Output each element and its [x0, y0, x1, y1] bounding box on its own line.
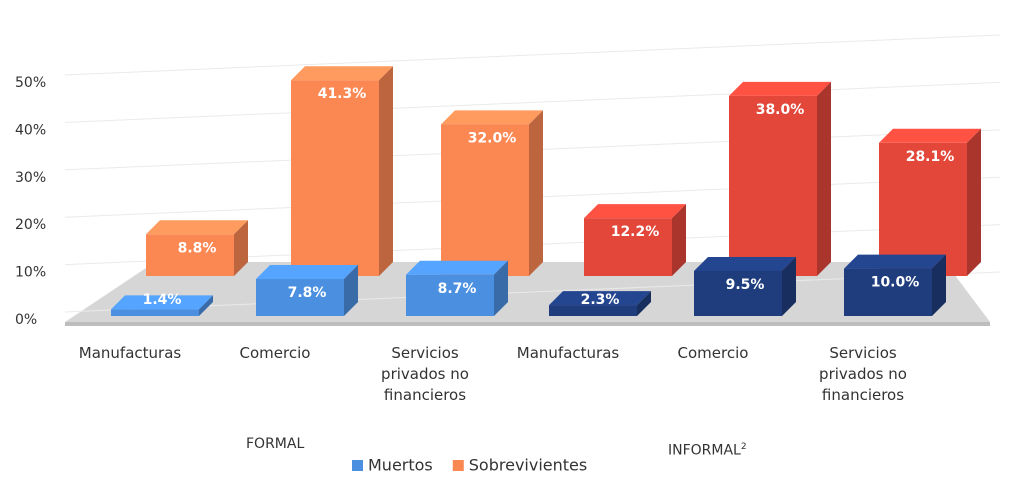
- bar-side: [529, 110, 543, 276]
- bar-top: [146, 220, 248, 235]
- y-tick-label: 50%: [15, 75, 46, 91]
- value-label: 28.1%: [906, 149, 955, 165]
- value-label: 8.8%: [178, 240, 217, 256]
- value-label: 10.0%: [871, 275, 920, 291]
- bar: [584, 218, 672, 276]
- grid-line: [64, 34, 1001, 76]
- group-superscript: 2: [740, 442, 747, 452]
- bar-top: [879, 128, 981, 143]
- bar-top: [694, 256, 796, 271]
- value-label: 32.0%: [468, 130, 517, 146]
- legend-swatch: [452, 460, 464, 471]
- y-tick-label: 40%: [15, 122, 46, 138]
- bar: [256, 279, 344, 316]
- group-name: INFORMAL: [668, 442, 741, 459]
- floor-edge: [65, 322, 990, 326]
- y-tick-label: 20%: [15, 217, 46, 233]
- x-tick-label: Comercio: [677, 344, 749, 362]
- bar-side: [637, 291, 651, 316]
- value-label: 7.8%: [288, 285, 327, 301]
- bar-side: [494, 260, 508, 316]
- legend-swatch: [352, 460, 363, 471]
- bar: [694, 270, 782, 316]
- bar: [844, 268, 932, 316]
- bar-side: [672, 204, 686, 276]
- bar-top: [549, 291, 651, 306]
- bar: [549, 305, 637, 316]
- bar-side: [932, 254, 946, 316]
- value-label: 1.4%: [143, 292, 182, 308]
- value-label: 8.7%: [438, 281, 477, 297]
- bar-top: [291, 66, 393, 81]
- x-tick-label: Servicios privados no financieros: [819, 344, 907, 404]
- bar-top: [111, 295, 213, 310]
- bar: [441, 124, 529, 276]
- bar-side: [782, 256, 796, 316]
- bar: [406, 274, 494, 316]
- bar-side: [199, 295, 213, 316]
- bar-top: [584, 204, 686, 219]
- bar-side: [234, 220, 248, 276]
- group-label: INFORMAL2: [668, 442, 747, 459]
- bar-top: [406, 260, 508, 275]
- x-tick-label: Comercio: [239, 344, 311, 362]
- bar: [146, 234, 234, 276]
- bar-top: [729, 81, 831, 96]
- bar: [729, 95, 817, 276]
- bar: [291, 80, 379, 276]
- bar-side: [379, 66, 393, 276]
- bar-top: [256, 265, 358, 280]
- y-tick-label: 30%: [15, 170, 46, 186]
- value-label: 2.3%: [581, 292, 620, 308]
- bar: [111, 309, 199, 316]
- value-label: 12.2%: [611, 224, 660, 240]
- group-label: FORMAL: [246, 436, 305, 452]
- bar: [879, 142, 967, 276]
- value-label: 38.0%: [756, 102, 805, 118]
- grid-line: [64, 81, 1001, 123]
- legend-label: Muertos: [368, 456, 433, 475]
- value-label: 41.3%: [318, 86, 367, 102]
- x-tick-label: Manufacturas: [516, 344, 620, 362]
- bar-side: [967, 128, 981, 276]
- x-tick-label: Manufacturas: [78, 344, 182, 362]
- x-tick-label: Servicios privados no financieros: [381, 344, 469, 404]
- bar-side: [817, 81, 831, 276]
- value-label: 9.5%: [726, 277, 765, 293]
- y-tick-label: 0%: [15, 312, 37, 328]
- bar-side: [344, 265, 358, 316]
- bar-top: [844, 254, 946, 269]
- bar-top: [441, 110, 543, 125]
- y-tick-label: 10%: [15, 265, 46, 281]
- legend-label: Sobrevivientes: [469, 456, 587, 475]
